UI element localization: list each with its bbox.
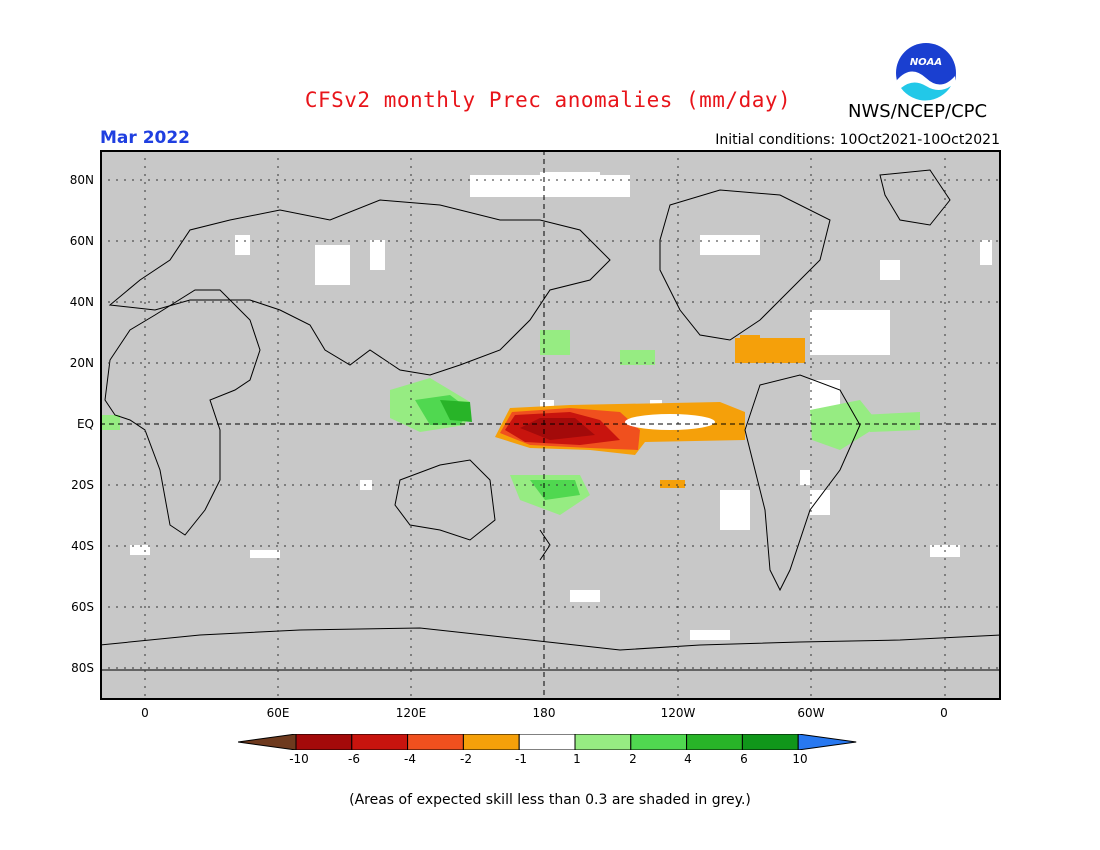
initial-conditions: Initial conditions: 10Oct2021-10Oct2021 [715, 132, 1000, 148]
cbar-label: 2 [629, 752, 637, 766]
cbar-segment [686, 734, 743, 750]
reference-lines [100, 150, 1001, 700]
cbar-label: 1 [573, 752, 581, 766]
lon-label-0-west: 0 [141, 706, 149, 720]
negative-anomaly-region [495, 335, 805, 488]
lon-label-0-east: 0 [940, 706, 948, 720]
lon-label-60e: 60E [266, 706, 290, 720]
cbar-segment [518, 734, 576, 750]
positive-anomaly-region [100, 330, 920, 515]
cbar-right-arrow [797, 734, 857, 750]
lon-label-180: 180 [532, 706, 556, 720]
cbar-label: -2 [460, 752, 472, 766]
lon-label-60w: 60W [797, 706, 825, 720]
map-frame [100, 150, 1001, 700]
lat-label-20n: 20N [69, 356, 94, 370]
cbar-label: -4 [404, 752, 416, 766]
cbar-segment [351, 734, 409, 750]
cbar-label: -10 [289, 752, 309, 766]
lat-label-60s: 60S [71, 600, 94, 614]
lon-label-120w: 120W [660, 706, 696, 720]
agency-label: NWS/NCEP/CPC [848, 101, 988, 122]
color-bar [238, 734, 857, 750]
cbar-segment [462, 734, 520, 750]
lat-label-eq: EQ [76, 417, 94, 431]
lat-label-60n: 60N [69, 234, 94, 248]
cbar-label: 6 [740, 752, 748, 766]
lat-label-80s: 80S [71, 661, 94, 675]
cbar-segment [741, 734, 799, 750]
lat-label-40n: 40N [69, 295, 94, 309]
coastlines [100, 169, 1001, 671]
forecast-month: Mar 2022 [100, 128, 191, 148]
noaa-logo-icon: NOAA [896, 43, 956, 104]
cbar-segment [630, 734, 688, 750]
skill-note: (Areas of expected skill less than 0.3 a… [349, 792, 751, 808]
cbar-left-arrow [238, 734, 297, 750]
svg-text:NOAA: NOAA [910, 57, 942, 68]
lat-label-80n: 80N [69, 173, 94, 187]
lat-label-20s: 20S [71, 478, 94, 492]
cbar-label: -6 [348, 752, 360, 766]
cbar-segment [295, 734, 353, 750]
precip-anomaly-map [100, 150, 1001, 700]
cbar-label: 10 [792, 752, 808, 766]
cbar-segment [574, 734, 632, 750]
lon-label-120e: 120E [395, 706, 427, 720]
lat-label-40s: 40S [71, 539, 94, 553]
chart-title: CFSv2 monthly Prec anomalies (mm/day) [304, 88, 792, 112]
cbar-label: -1 [515, 752, 527, 766]
cbar-segment [407, 734, 464, 750]
cbar-label: 4 [684, 752, 692, 766]
